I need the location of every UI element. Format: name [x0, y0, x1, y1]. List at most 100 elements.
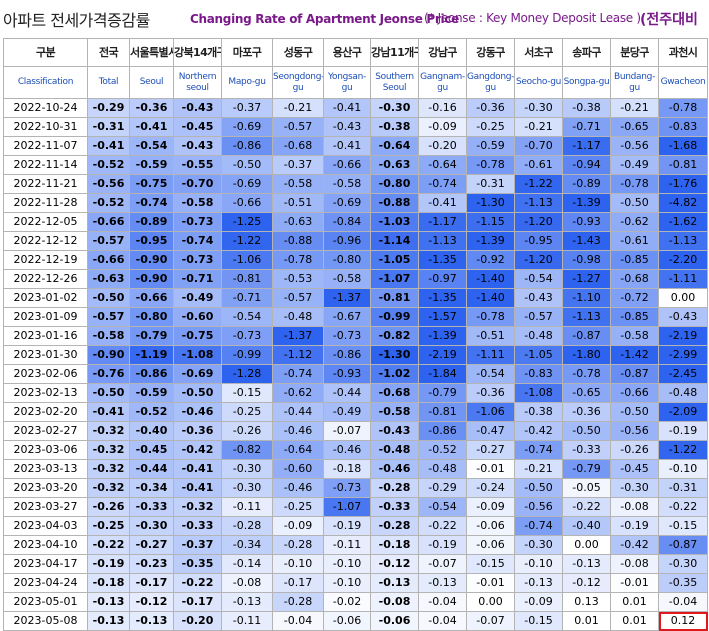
heatmap-cell: -0.50: [610, 402, 659, 422]
heatmap-cell: -0.43: [173, 98, 222, 118]
row-date: 2023-04-10: [3, 535, 88, 555]
heatmap-cell: -0.49: [323, 402, 371, 422]
heatmap-cell: -1.15: [466, 212, 515, 232]
heatmap-cell: -0.11: [221, 497, 273, 517]
heatmap-cell: -0.19: [610, 516, 659, 536]
heatmap-cell: -0.74: [272, 364, 324, 384]
heatmap-cell: -1.40: [466, 288, 515, 308]
table-row: 2023-04-03 -0.25 -0.30 -0.33 -0.28 -0.09 -0.19…: [3, 516, 708, 536]
header-classification-ko: 구분: [3, 38, 88, 67]
heatmap-cell: -0.62: [272, 383, 324, 403]
heatmap-cell: -0.86: [418, 421, 467, 441]
heatmap-cell: -0.86: [323, 345, 371, 365]
heatmap-cell: -0.74: [514, 516, 563, 536]
table-row: 2022-11-21 -0.56 -0.75 -0.70 -0.69 -0.58 -0.58…: [3, 174, 708, 194]
heatmap-cell: -0.92: [466, 250, 515, 270]
heatmap-cell: -0.59: [129, 383, 174, 403]
heatmap-cell: -0.08: [221, 573, 273, 593]
heatmap-cell: -0.69: [221, 117, 273, 137]
header-ko-songpa: 송파구: [562, 38, 611, 67]
heatmap-cell: -0.11: [221, 611, 273, 631]
heatmap-cell: -1.05: [370, 250, 419, 270]
heatmap-cell: -0.41: [87, 402, 130, 422]
heatmap-cell: -0.56: [610, 136, 659, 156]
heatmap-cell: -0.25: [466, 117, 515, 137]
heatmap-cell: -0.52: [129, 402, 174, 422]
heatmap-cell: -0.10: [658, 459, 708, 479]
heatmap-cell: -0.73: [323, 326, 371, 346]
heatmap-cell: -0.95: [514, 231, 563, 251]
heatmap-cell: -0.70: [173, 174, 222, 194]
heatmap-cell: -0.34: [129, 478, 174, 498]
header-en-songpa: Songpa-gu: [562, 66, 611, 99]
heatmap-cell: -0.30: [129, 516, 174, 536]
table-row: 2022-12-19 -0.66 -0.90 -0.73 -1.06 -0.78 -0.80…: [3, 250, 708, 270]
heatmap-cell: -0.66: [87, 212, 130, 232]
heatmap-cell: -0.81: [418, 402, 467, 422]
heatmap-cell: -2.19: [658, 326, 708, 346]
heatmap-cell: -0.27: [466, 440, 515, 460]
heatmap-cell: -0.45: [129, 440, 174, 460]
heatmap-cell: -1.13: [514, 193, 563, 213]
heatmap-cell: -0.43: [514, 288, 563, 308]
header-ko-mapo: 마포구: [221, 38, 273, 67]
heatmap-cell: -0.30: [514, 535, 563, 555]
title-bar: 아파트 전세가격증감률 Changing Rate of Apartment J…: [0, 0, 709, 38]
heatmap-cell: -0.13: [562, 554, 611, 574]
header-en-total: Total: [87, 66, 130, 99]
heatmap-cell: 0.13: [562, 592, 611, 612]
heatmap-cell: -0.50: [610, 193, 659, 213]
heatmap-cell: -0.54: [221, 307, 273, 327]
heatmap-cell: -0.32: [173, 497, 222, 517]
heatmap-cell: -0.13: [370, 573, 419, 593]
heatmap-cell: -0.41: [129, 117, 174, 137]
table-row: 2022-11-14 -0.52 -0.59 -0.55 -0.50 -0.37 -0.66…: [3, 155, 708, 175]
heatmap-cell: -0.82: [370, 326, 419, 346]
heatmap-cell: -0.46: [272, 421, 324, 441]
heatmap-cell: -0.69: [173, 364, 222, 384]
heatmap-cell: -0.74: [418, 174, 467, 194]
table-row: 2023-01-16 -0.58 -0.79 -0.75 -0.73 -1.37 -0.73…: [3, 326, 708, 346]
heatmap-cell: -0.68: [370, 383, 419, 403]
heatmap-cell: -0.13: [87, 592, 130, 612]
heatmap-cell: -0.36: [173, 421, 222, 441]
heatmap-cell: -0.37: [221, 98, 273, 118]
heatmap-cell: -0.50: [562, 421, 611, 441]
table-row: 2023-01-30 -0.90 -1.19 -1.08 -0.99 -1.12 -0.86…: [3, 345, 708, 365]
heatmap-cell: -1.80: [562, 345, 611, 365]
heatmap-cell: -0.17: [173, 592, 222, 612]
heatmap-cell: -0.82: [221, 440, 273, 460]
heatmap-cell: -1.20: [514, 250, 563, 270]
heatmap-cell: -1.39: [562, 193, 611, 213]
heatmap-cell: -0.15: [466, 554, 515, 574]
heatmap-cell: -0.35: [173, 554, 222, 574]
heatmap-cell: -1.13: [418, 231, 467, 251]
header-en-gwacheon: Gwacheon: [658, 66, 708, 99]
heatmap-cell: -0.89: [129, 212, 174, 232]
heatmap-cell: -0.22: [562, 497, 611, 517]
table-row: 2022-12-26 -0.63 -0.90 -0.71 -0.81 -0.53 -0.58…: [3, 269, 708, 289]
header-ko-gangnam: 강남구: [418, 38, 467, 67]
heatmap-cell: -0.74: [129, 193, 174, 213]
heatmap-cell: -1.02: [370, 364, 419, 384]
heatmap-cell: -0.79: [562, 459, 611, 479]
heatmap-cell: -1.37: [323, 288, 371, 308]
heatmap-cell: -0.17: [129, 573, 174, 593]
heatmap-cell: -0.04: [418, 611, 467, 631]
heatmap-cell: -1.37: [272, 326, 324, 346]
table-row: 2023-03-20 -0.32 -0.34 -0.41 -0.30 -0.46 -0.73…: [3, 478, 708, 498]
header-en-seoul: Seoul: [129, 66, 174, 99]
heatmap-cell: -0.44: [129, 459, 174, 479]
rate-table: 구분 전국 서울특별시 강북14개구 마포구 성동구 용산구 강남11개구 강남…: [3, 38, 708, 631]
heatmap-cell: -0.40: [129, 421, 174, 441]
heatmap-cell: -0.18: [323, 459, 371, 479]
heatmap-cell: -0.52: [418, 440, 467, 460]
unit-label: (전주대비: [640, 12, 698, 28]
heatmap-cell: -0.21: [610, 98, 659, 118]
header-en-yongsan: Yongsan-gu: [323, 66, 371, 99]
row-date: 2022-10-31: [3, 117, 88, 137]
heatmap-cell: -0.01: [466, 573, 515, 593]
heatmap-cell: -0.15: [221, 383, 273, 403]
row-date: 2022-10-24: [3, 98, 88, 118]
heatmap-cell: -0.49: [610, 155, 659, 175]
